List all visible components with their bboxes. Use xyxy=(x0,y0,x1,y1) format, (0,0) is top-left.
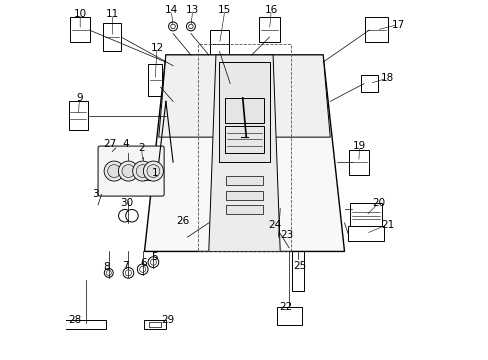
Circle shape xyxy=(132,161,152,181)
Bar xyxy=(70,18,90,42)
Text: 12: 12 xyxy=(150,43,163,53)
Circle shape xyxy=(188,24,193,29)
Bar xyxy=(349,203,381,228)
Circle shape xyxy=(118,210,131,222)
Text: 28: 28 xyxy=(68,315,81,325)
Bar xyxy=(348,150,368,175)
Circle shape xyxy=(118,161,138,181)
Circle shape xyxy=(110,153,114,157)
Circle shape xyxy=(104,161,124,181)
Bar xyxy=(258,18,280,42)
Text: 20: 20 xyxy=(371,198,384,208)
Bar xyxy=(198,44,290,251)
Text: 21: 21 xyxy=(380,220,393,230)
Bar xyxy=(361,75,377,93)
Bar xyxy=(291,248,304,291)
Circle shape xyxy=(104,269,113,277)
Text: 16: 16 xyxy=(264,5,277,15)
Circle shape xyxy=(108,150,117,159)
Circle shape xyxy=(107,165,121,177)
Polygon shape xyxy=(208,55,280,251)
Circle shape xyxy=(137,264,148,275)
Circle shape xyxy=(284,236,293,245)
Circle shape xyxy=(125,210,138,222)
Polygon shape xyxy=(144,55,344,251)
Text: 27: 27 xyxy=(102,139,116,149)
Text: 13: 13 xyxy=(186,5,199,15)
Text: 9: 9 xyxy=(76,93,82,103)
Polygon shape xyxy=(265,55,329,137)
Circle shape xyxy=(150,259,156,265)
Text: 3: 3 xyxy=(92,189,98,199)
Bar xyxy=(103,23,121,51)
Circle shape xyxy=(136,165,149,177)
Text: 18: 18 xyxy=(380,73,393,83)
Polygon shape xyxy=(159,55,223,137)
Text: 10: 10 xyxy=(74,9,86,19)
Circle shape xyxy=(186,22,195,31)
Text: 1: 1 xyxy=(152,168,158,178)
Circle shape xyxy=(106,270,111,275)
FancyBboxPatch shape xyxy=(98,146,164,196)
Text: 4: 4 xyxy=(122,139,129,149)
Bar xyxy=(148,64,162,96)
Text: 29: 29 xyxy=(161,315,174,325)
Text: 5: 5 xyxy=(151,252,158,262)
Bar xyxy=(365,18,387,42)
Bar xyxy=(225,205,263,214)
FancyBboxPatch shape xyxy=(224,98,264,123)
Bar xyxy=(144,320,165,329)
Bar xyxy=(65,320,106,329)
Bar xyxy=(225,176,263,185)
Text: 22: 22 xyxy=(279,302,292,312)
Text: 25: 25 xyxy=(293,261,306,271)
Bar xyxy=(347,226,383,241)
Text: 30: 30 xyxy=(120,198,133,208)
Bar xyxy=(179,219,195,241)
Circle shape xyxy=(140,266,145,273)
FancyBboxPatch shape xyxy=(219,62,269,162)
Text: 8: 8 xyxy=(103,262,110,272)
Text: 19: 19 xyxy=(352,141,366,151)
Bar xyxy=(276,307,301,325)
Bar xyxy=(68,102,88,130)
Circle shape xyxy=(123,267,134,278)
Bar xyxy=(225,191,263,200)
Text: 2: 2 xyxy=(138,143,144,153)
Bar xyxy=(209,30,229,59)
Circle shape xyxy=(147,165,160,177)
Text: 6: 6 xyxy=(140,258,147,268)
Bar xyxy=(149,322,161,327)
Text: 23: 23 xyxy=(280,230,293,240)
Circle shape xyxy=(148,257,159,267)
Text: 17: 17 xyxy=(391,19,404,30)
Circle shape xyxy=(125,270,131,276)
FancyBboxPatch shape xyxy=(224,126,264,153)
Circle shape xyxy=(122,165,135,177)
Text: 15: 15 xyxy=(218,5,231,15)
Circle shape xyxy=(168,22,177,31)
Text: 26: 26 xyxy=(176,216,189,226)
Circle shape xyxy=(170,24,175,29)
Text: 14: 14 xyxy=(164,5,178,15)
Text: 7: 7 xyxy=(122,261,129,271)
Circle shape xyxy=(143,161,163,181)
Text: 11: 11 xyxy=(105,9,119,19)
Text: 24: 24 xyxy=(268,220,281,230)
